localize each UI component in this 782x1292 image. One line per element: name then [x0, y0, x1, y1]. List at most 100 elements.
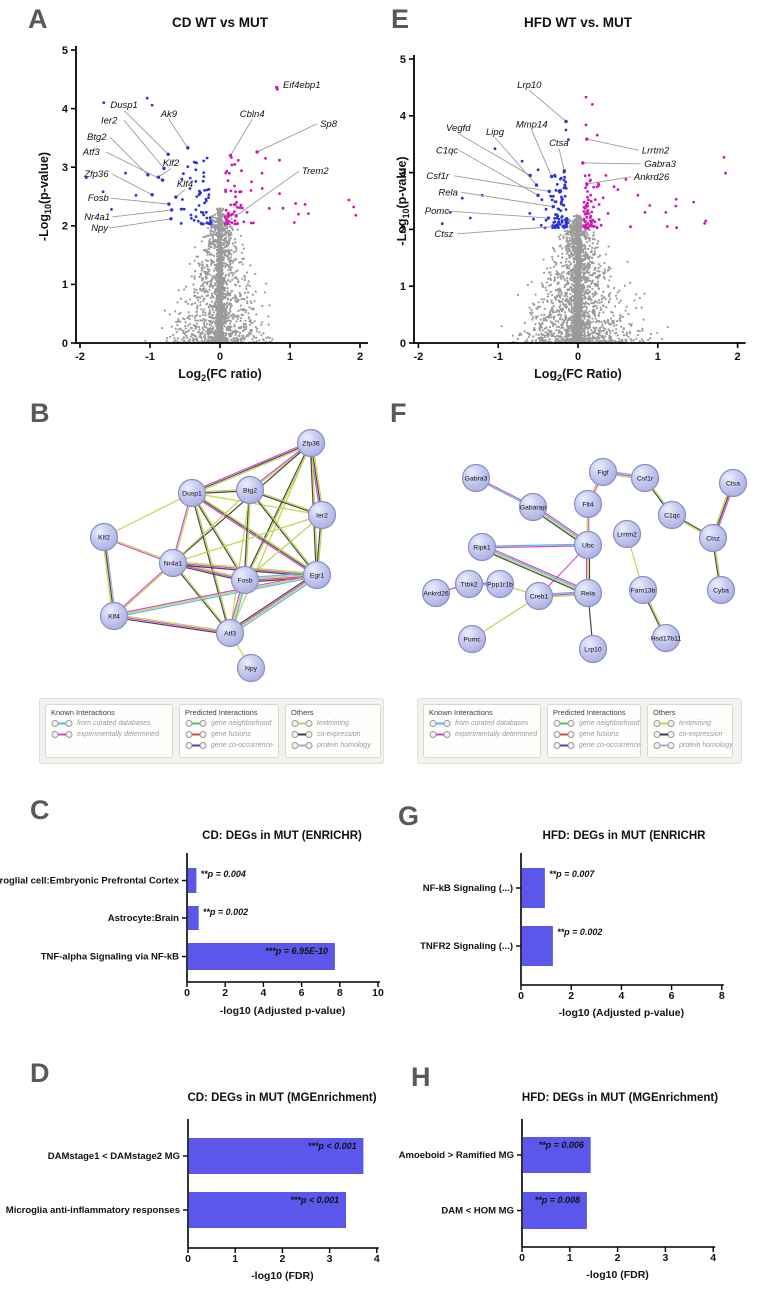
- gene-point-Ctsa: [562, 169, 567, 173]
- network-node-Btg2: [235, 475, 265, 505]
- x-tick-label: 4: [374, 1253, 380, 1265]
- legend-item: co-expression: [653, 730, 727, 739]
- legend-group-0: Known Interactions from curated databases…: [45, 704, 173, 758]
- gene-label-C1qc: C1qc: [436, 145, 458, 156]
- network-node-Flt4: [573, 489, 603, 519]
- p-value-annotation: **p = 0.006: [539, 1140, 585, 1150]
- x-tick-label: 0: [185, 1253, 191, 1265]
- gene-point-Lrrtm2: [585, 137, 589, 141]
- plot-title: HFD WT vs. MUT: [524, 15, 633, 30]
- chart-title: HFD: DEGs in MUT (MGEnrichment): [522, 1092, 718, 1104]
- network-node-Hsd17b11: [651, 623, 681, 653]
- y-axis-label: -Log10(p-value): [395, 156, 411, 245]
- edge-Klf4-Atf3: [113, 615, 231, 634]
- gene-point-Csf1r: [547, 189, 551, 194]
- legend-group-title: Known Interactions: [429, 708, 493, 717]
- node-pair-icon: [185, 731, 207, 738]
- p-value-annotation: ***p = 6.95E-10: [265, 946, 328, 956]
- legend-item: co-expression: [291, 730, 375, 739]
- node-pair-icon: [51, 731, 73, 738]
- node-label-Lrrtm2: Lrrtm2: [617, 531, 637, 538]
- edge-Dusp1-Atf3: [190, 493, 230, 634]
- panel-letter-h: H: [411, 1062, 431, 1092]
- edge-Ubc-Ripk1: [482, 545, 589, 549]
- legend-item-label: co-expression: [317, 731, 361, 738]
- x-tick-label: 1: [287, 351, 293, 363]
- node-label-Fam13b: Fam13b: [631, 587, 656, 594]
- network-node-C1qc: [657, 500, 687, 530]
- leader-line: [582, 162, 642, 165]
- gene-label-Ak9: Ak9: [160, 109, 178, 120]
- edge-Dusp1-Fosb: [190, 493, 245, 581]
- y-tick-label: 3: [400, 167, 406, 179]
- edge-Btg2-Atf3: [229, 489, 251, 634]
- category-label: Amoeboid > Ramified MG: [399, 1150, 514, 1161]
- network-node-Lrrtm2: [612, 519, 642, 549]
- x-tick-label: 4: [618, 990, 624, 1002]
- bar-1: [521, 926, 553, 966]
- category-label: TNFR2 Signaling (...): [420, 941, 513, 952]
- y-tick-label: 1: [400, 281, 406, 293]
- legend-group-title: Others: [653, 708, 676, 717]
- node-label-Egr1: Egr1: [310, 572, 325, 579]
- edge-Dusp1-Ier2: [191, 492, 323, 516]
- string-network-hfd: Gabra3 Gabarap Figf Csf1r Ctsa Flt4 C1qc Ubc Lrr…: [421, 457, 748, 664]
- network-node-Cyba: [706, 575, 736, 605]
- network-node-Ctsa: [718, 468, 748, 498]
- legend-item-label: experimentally determined: [455, 731, 538, 738]
- edge-Ripk1-Rela: [481, 547, 588, 595]
- gene-label-Sp8: Sp8: [320, 119, 338, 130]
- node-label-Atf3: Atf3: [224, 630, 236, 637]
- network-node-Pomc: [457, 624, 487, 654]
- node-pair-icon: [429, 720, 451, 727]
- leader-line: [111, 173, 153, 196]
- gene-label-Ankrd26: Ankrd26: [633, 172, 670, 183]
- category-label: NF-kB Signaling (...): [423, 883, 513, 894]
- legend-item-label: from curated databases: [455, 720, 529, 727]
- edge-Egr1-Atf3: [230, 576, 319, 636]
- node-label-Hsd17b11: Hsd17b11: [651, 635, 682, 642]
- leader-line: [447, 210, 549, 219]
- node-pair-icon: [291, 731, 313, 738]
- gene-point-Ctsz: [552, 224, 556, 229]
- bar-chart-cd-mgenrichment: CD: DEGs in MUT (MGEnrichment) 0 1 2 3 4 -log1…: [6, 1092, 380, 1282]
- bar-1: [187, 906, 199, 930]
- edge-Egr1-Atf3: [229, 573, 317, 633]
- y-tick-label: 5: [62, 45, 68, 57]
- node-label-Ubc: Ubc: [582, 542, 595, 549]
- x-tick-label: 8: [719, 990, 725, 1002]
- node-pair-icon: [429, 731, 451, 738]
- bar-chart-hfd-enrichr: HFD: DEGs in MUT (ENRICHR 0 2 4 6 8 -log10 (Ad…: [420, 830, 725, 1019]
- edge-Btg2-Fosb: [245, 490, 252, 581]
- bar-0: [188, 1138, 364, 1174]
- gene-label-Ctsa: Ctsa: [549, 138, 569, 149]
- p-value-annotation: ***p < 0.001: [290, 1195, 339, 1205]
- network-node-Ankrd26: [421, 578, 451, 608]
- edge-Zfp36-Dusp1: [192, 443, 312, 495]
- y-tick-label: 2: [62, 221, 68, 233]
- node-pair-icon: [653, 720, 675, 727]
- network-node-Csf1r: [630, 463, 660, 493]
- y-tick-label: 0: [400, 338, 406, 350]
- edge-Dusp1-Egr1: [191, 492, 318, 576]
- edge-Egr1-Atf3: [230, 575, 318, 635]
- x-axis-label: -log10 (FDR): [586, 1269, 648, 1281]
- network-node-Egr1: [302, 560, 332, 590]
- bar-0: [187, 868, 197, 893]
- p-value-annotation: **p = 0.004: [201, 869, 246, 879]
- node-label-Gabra3: Gabra3: [465, 475, 488, 482]
- y-axis-label: -Log10(p-value): [37, 152, 53, 241]
- legend-group-1: Predicted Interactions gene neighborhood g…: [547, 704, 641, 758]
- network-node-Ctsz: [698, 523, 728, 553]
- network-node-Ripk1: [467, 532, 497, 562]
- node-pair-icon: [553, 731, 575, 738]
- category-label: TNF-alpha Signaling via NF-kB: [41, 952, 179, 963]
- gene-point-Npy: [169, 217, 173, 221]
- node-pair-icon: [653, 742, 675, 749]
- volcano-plot-hfd: 0 1 2 3 4 5 -2 -1 0 1 2 Log2(FC Ratio) -Log10(p-valu…: [395, 15, 746, 383]
- p-value-annotation: **p = 0.007: [549, 869, 595, 879]
- gene-point-Klf4: [174, 195, 178, 199]
- edge-Dusp1-Fosb: [192, 492, 247, 580]
- network-node-Creb1: [524, 581, 554, 611]
